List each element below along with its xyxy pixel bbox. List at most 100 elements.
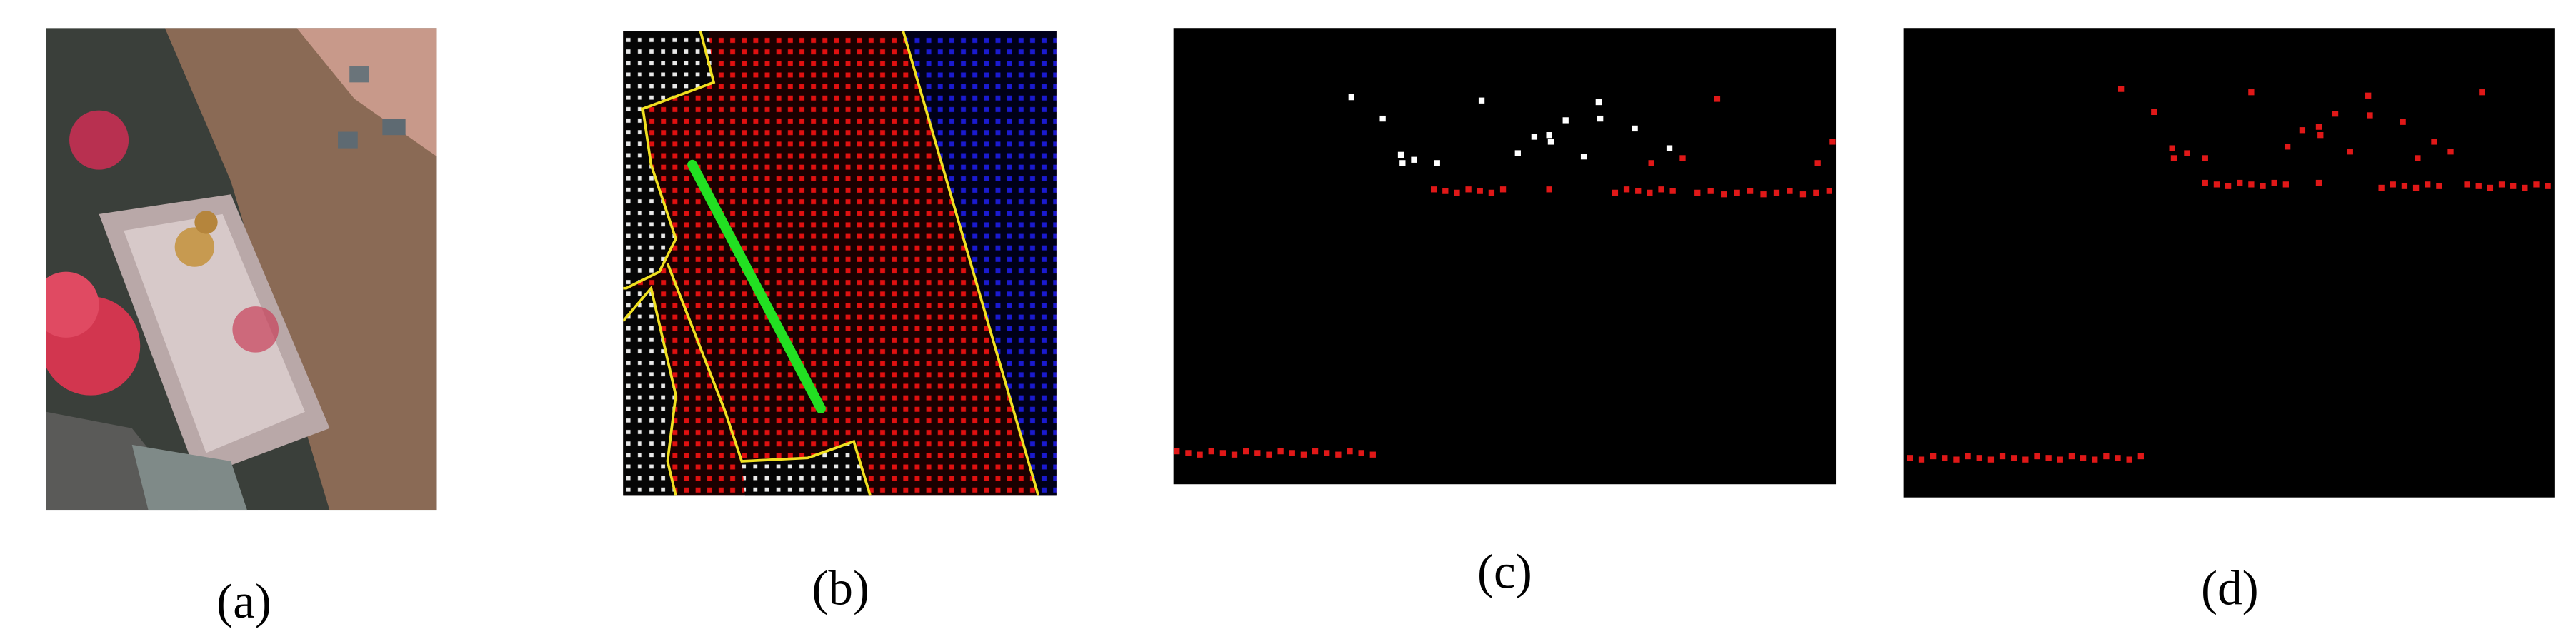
point	[2412, 184, 2420, 191]
point	[1623, 186, 1630, 193]
point	[2299, 127, 2306, 134]
point	[1347, 448, 1353, 455]
point	[2045, 455, 2052, 461]
point	[1531, 134, 1538, 140]
point	[1514, 150, 1521, 156]
point	[1799, 191, 1807, 198]
profile-panel-d	[1903, 28, 2555, 498]
point	[2510, 183, 2517, 189]
point	[1930, 453, 1937, 460]
point	[1335, 451, 1342, 458]
classified-points	[623, 31, 1057, 496]
point	[2126, 456, 2132, 463]
point	[2271, 179, 2277, 186]
point	[2347, 149, 2353, 155]
point	[2332, 111, 2339, 117]
point	[2498, 181, 2505, 188]
panel-label: (b)	[812, 560, 869, 615]
point	[1243, 448, 1249, 455]
point	[1612, 189, 1619, 196]
point	[1185, 450, 1192, 456]
point	[1953, 456, 1960, 463]
point	[1379, 115, 1386, 122]
point	[1814, 160, 1821, 166]
point	[2057, 456, 2063, 463]
point	[2436, 183, 2442, 189]
point	[1478, 97, 1485, 104]
point	[2400, 119, 2406, 125]
point	[1694, 189, 1701, 196]
point	[1648, 160, 1654, 166]
point	[2390, 181, 2396, 188]
point	[1266, 451, 1272, 458]
panel-label: (a)	[216, 573, 271, 628]
point	[2282, 181, 2289, 188]
point	[2464, 181, 2470, 188]
point	[2365, 92, 2372, 99]
point	[1477, 188, 1483, 194]
point	[2034, 453, 2040, 460]
point	[1632, 125, 1638, 132]
point	[1546, 132, 1552, 139]
point	[1597, 115, 1604, 122]
point	[2080, 455, 2087, 461]
point	[2068, 453, 2075, 460]
point	[2115, 455, 2121, 461]
point	[1208, 448, 1214, 455]
point	[2117, 86, 2125, 92]
point	[1174, 448, 1180, 455]
point	[2401, 183, 2408, 189]
points-c	[1174, 94, 1836, 458]
panel-label: (c)	[1477, 543, 1532, 598]
point	[2367, 112, 2373, 119]
point	[1465, 186, 1472, 193]
point	[1747, 188, 1754, 194]
point	[1546, 186, 1552, 193]
point	[2092, 456, 2098, 463]
point	[1707, 188, 1714, 194]
point	[1942, 455, 1948, 461]
point	[1434, 160, 1440, 166]
point	[1397, 151, 1404, 159]
point	[2202, 179, 2208, 186]
point	[1369, 451, 1376, 458]
point	[1999, 453, 2006, 460]
point	[1358, 450, 1364, 456]
point	[1760, 191, 1767, 198]
point	[1454, 189, 1460, 196]
point	[1348, 94, 1354, 101]
point	[1679, 155, 1686, 161]
point	[2151, 109, 2157, 116]
point	[1562, 117, 1569, 124]
point	[1734, 189, 1740, 196]
point	[1647, 189, 1653, 196]
profile-panel-c	[1173, 28, 1837, 485]
point	[2431, 139, 2437, 145]
point	[1918, 456, 1925, 463]
point	[1907, 455, 1914, 461]
point	[1976, 455, 1982, 461]
point	[1635, 188, 1642, 194]
point	[2475, 183, 2482, 189]
point	[2479, 89, 2485, 96]
aerial-image	[46, 28, 437, 511]
point	[2225, 183, 2232, 189]
point	[2137, 453, 2144, 460]
point	[2522, 184, 2528, 191]
point	[1826, 188, 1832, 194]
point	[1219, 450, 1227, 456]
point	[1324, 450, 1330, 456]
point	[2284, 144, 2291, 150]
point	[2248, 181, 2255, 188]
point	[2315, 179, 2322, 186]
point	[2202, 155, 2208, 161]
point	[2315, 124, 2322, 130]
point	[2260, 183, 2266, 189]
point	[1666, 145, 1673, 151]
panel-label: (d)	[2201, 560, 2259, 615]
point	[1595, 99, 1602, 106]
point	[1289, 450, 1295, 456]
point	[1431, 186, 1437, 193]
point	[2237, 179, 2243, 186]
point	[1987, 456, 1995, 463]
